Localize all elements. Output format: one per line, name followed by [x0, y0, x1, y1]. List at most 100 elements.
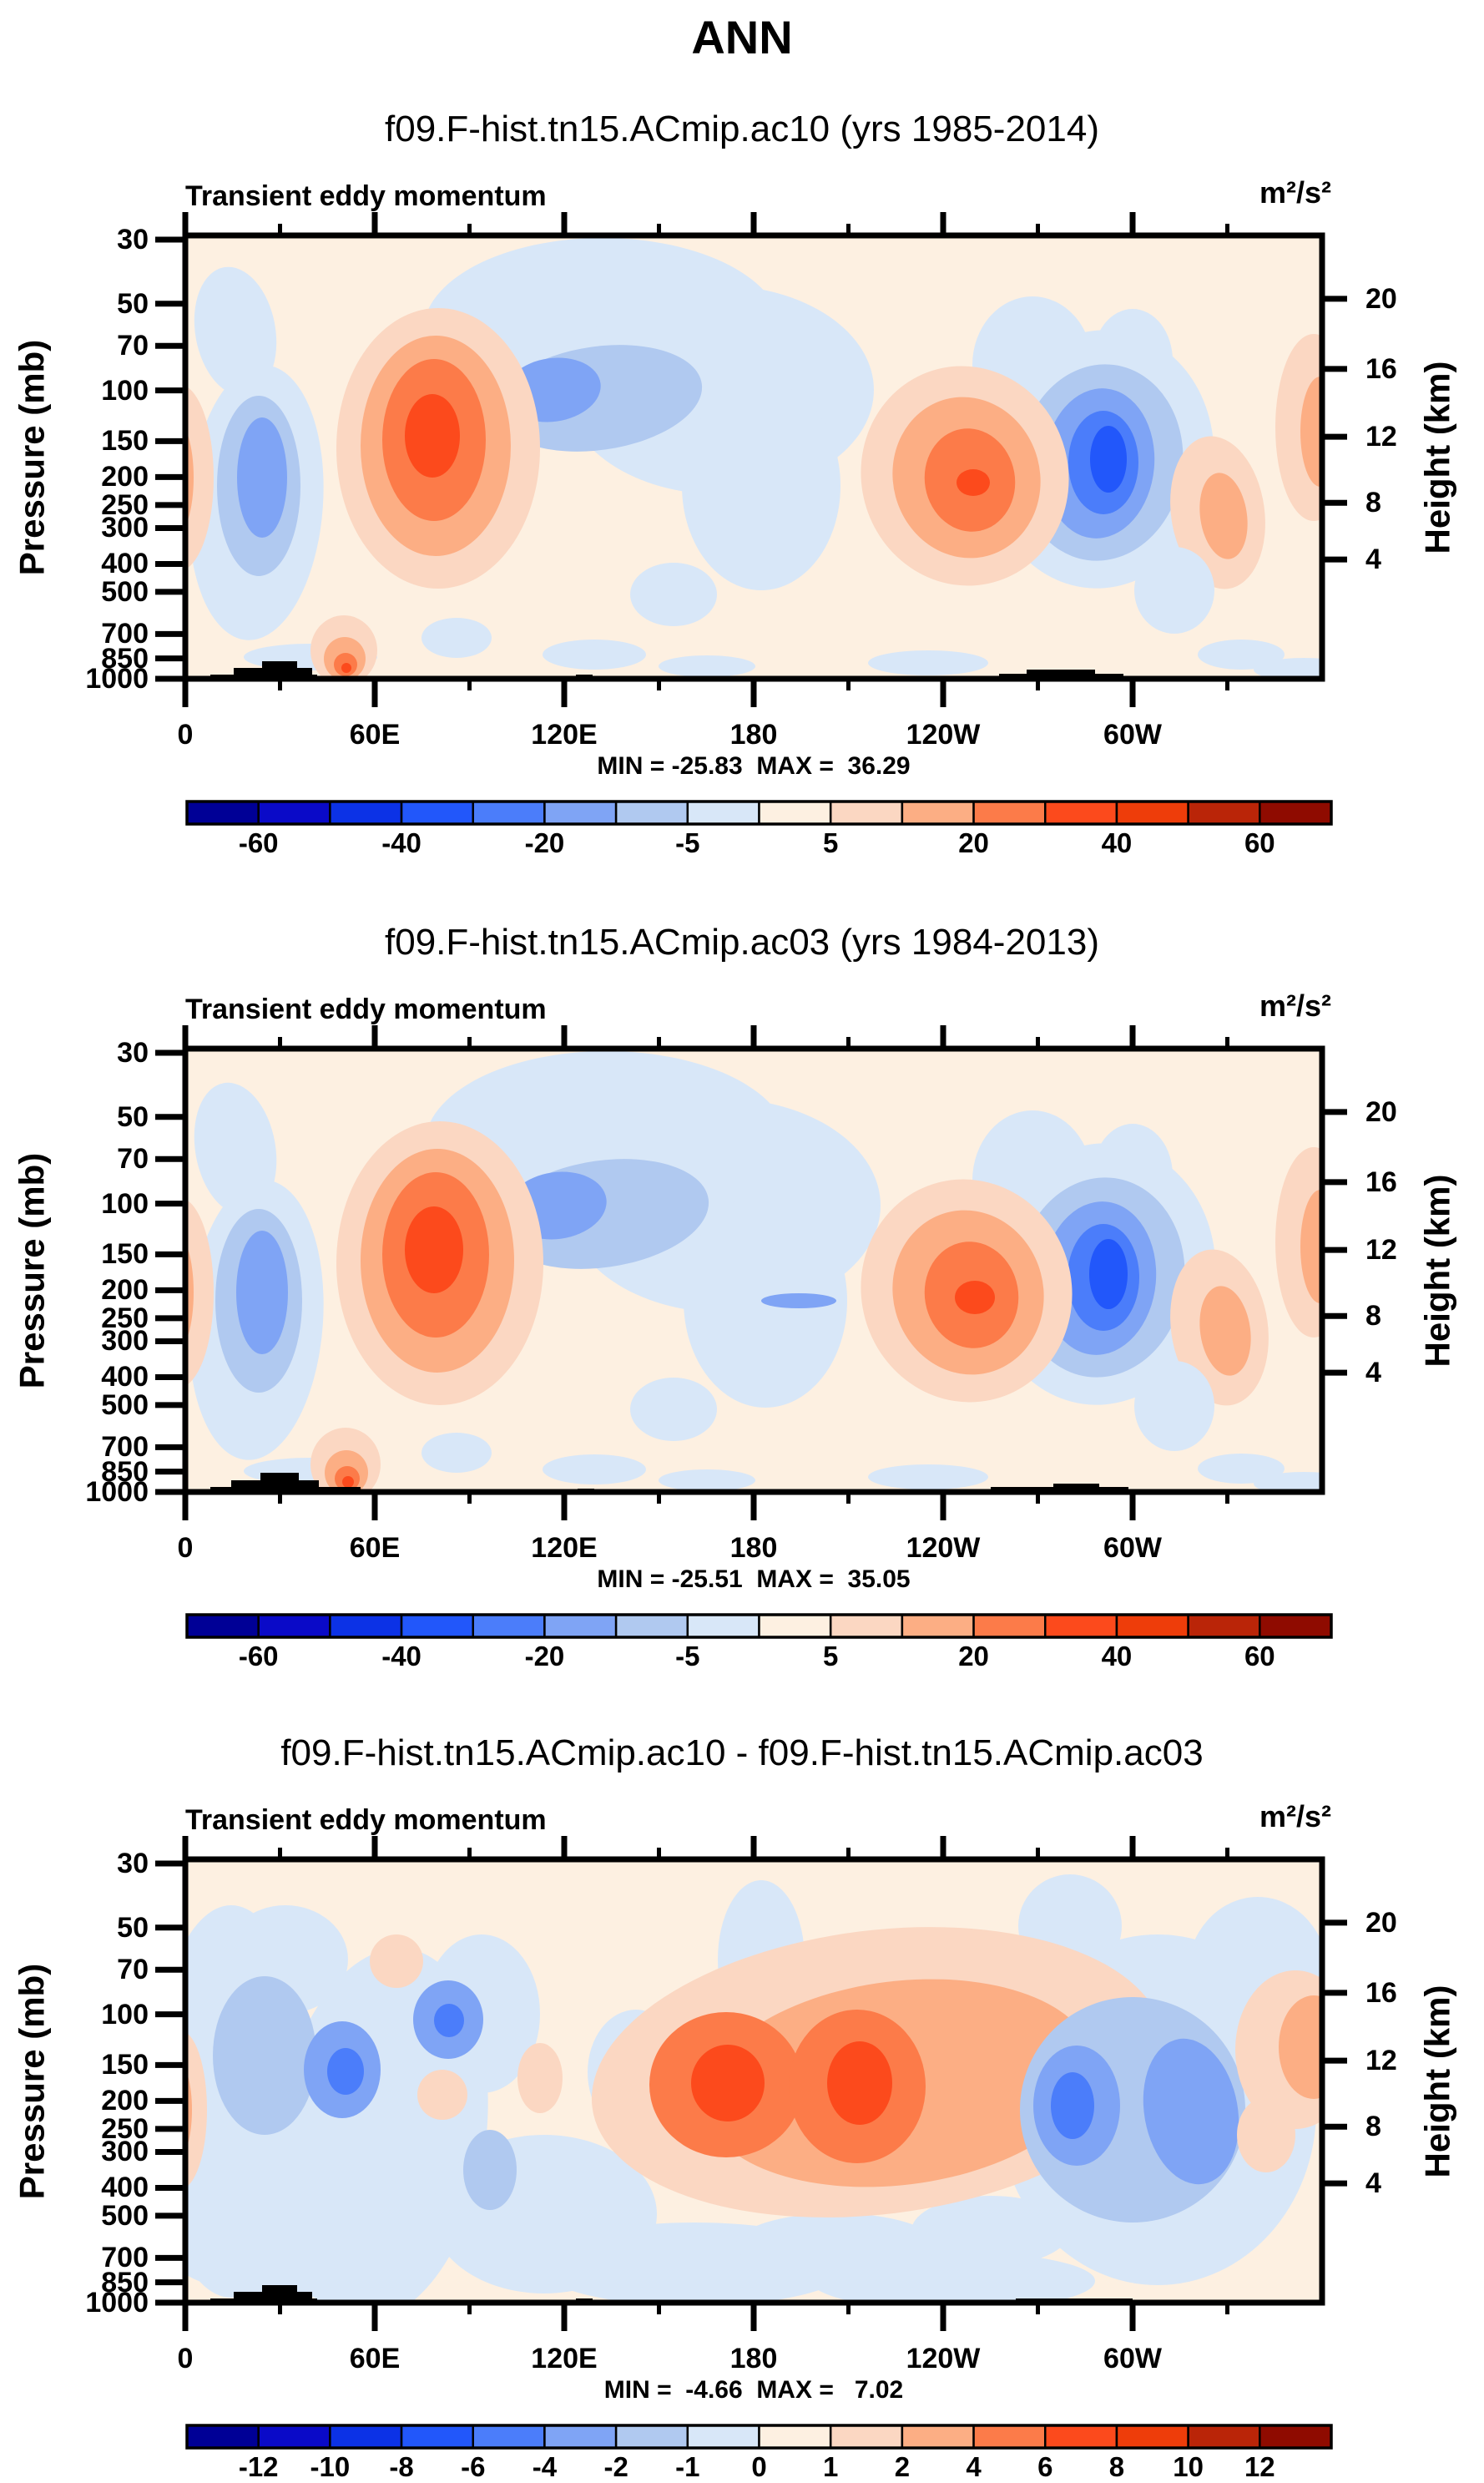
pressure-tick-label: 250	[101, 488, 149, 521]
minmax-label: MIN = -25.51 MAX = 35.05	[597, 1565, 911, 1593]
colorbar-label: 8	[1108, 2451, 1125, 2482]
pressure-tick-label: 300	[101, 512, 149, 544]
height-tick-label: 4	[1365, 2167, 1381, 2200]
height-tick-label: 8	[1365, 487, 1381, 519]
colorbar-label: -12	[238, 2451, 279, 2482]
x-tick-label: 120E	[531, 719, 598, 751]
colorbar-label: 40	[1101, 1641, 1133, 1671]
pressure-tick-label: 150	[101, 425, 149, 458]
colorbar-label: 12	[1244, 2451, 1275, 2482]
pressure-tick-label: 100	[101, 1998, 149, 2030]
panel-title: f09.F-hist.tn15.ACmip.ac10 - f09.F-hist.…	[280, 1732, 1204, 1773]
pressure-tick-label: 200	[101, 461, 149, 493]
pressure-tick-label: 30	[117, 1847, 149, 1879]
x-tick-label: 0	[177, 2343, 194, 2374]
height-axis-title: Height (km)	[1417, 1985, 1457, 2177]
pressure-axis-title: Pressure (mb)	[12, 1963, 52, 2199]
axis-ticks	[155, 1836, 1347, 2331]
colorbar-panel-3	[185, 2424, 1333, 2450]
height-tick-label: 20	[1365, 282, 1397, 315]
x-tick-label: 120E	[531, 1532, 598, 1564]
height-tick-label: 4	[1365, 1357, 1381, 1389]
unit-label: m²/s²	[1259, 1799, 1331, 1833]
colorbar-label: 60	[1244, 1641, 1275, 1671]
colorbar-label: -6	[461, 2451, 486, 2482]
plot-area-panel-2	[155, 1025, 1347, 1520]
colorbar-label: -20	[524, 1641, 565, 1671]
colorbar-label: 5	[823, 1641, 839, 1671]
colorbar-label: 60	[1244, 827, 1275, 858]
pressure-tick-label: 850	[101, 642, 149, 675]
pressure-tick-label: 500	[101, 2199, 149, 2232]
height-tick-label: 16	[1365, 1166, 1397, 1198]
pressure-tick-label: 400	[101, 2172, 149, 2204]
colorbar-label: -20	[524, 827, 565, 858]
pressure-tick-label: 100	[101, 1187, 149, 1220]
pressure-tick-label: 30	[117, 1036, 149, 1069]
pressure-tick-label: 700	[101, 1431, 149, 1464]
height-tick-label: 8	[1365, 2111, 1381, 2143]
height-tick-label: 16	[1365, 1976, 1397, 2009]
colorbar-label: -1	[675, 2451, 700, 2482]
x-tick-label: 60W	[1103, 2343, 1162, 2374]
x-tick-label: 60E	[349, 2343, 401, 2374]
height-tick-label: 8	[1365, 1300, 1381, 1333]
colorbar-label: -8	[389, 2451, 414, 2482]
unit-label: m²/s²	[1259, 989, 1331, 1023]
colorbar-label: -10	[310, 2451, 351, 2482]
colorbar-label: -40	[381, 1641, 421, 1671]
colorbar-panel-1	[185, 800, 1333, 826]
height-tick-label: 16	[1365, 352, 1397, 385]
pressure-tick-label: 250	[101, 2112, 149, 2145]
x-tick-label: 120W	[906, 1532, 981, 1564]
colorbar-label: 20	[958, 827, 989, 858]
pressure-tick-label: 500	[101, 1388, 149, 1421]
height-axis-title: Height (km)	[1417, 361, 1457, 554]
x-tick-label: 60W	[1103, 719, 1162, 751]
pressure-tick-label: 200	[101, 1274, 149, 1307]
x-tick-label: 0	[177, 719, 194, 751]
pressure-tick-label: 50	[117, 1100, 149, 1133]
terrain-silhouette	[210, 1473, 361, 1492]
pressure-tick-label: 1000	[85, 663, 149, 695]
x-tick-label: 60W	[1103, 1532, 1162, 1564]
height-tick-label: 12	[1365, 2045, 1397, 2077]
pressure-axis-title: Pressure (mb)	[12, 339, 52, 575]
pressure-tick-label: 70	[117, 330, 149, 362]
pressure-tick-label: 70	[117, 1143, 149, 1176]
pressure-tick-label: 300	[101, 2136, 149, 2168]
pressure-tick-label: 850	[101, 2266, 149, 2298]
panel-subtitle: Transient eddy momentum	[185, 994, 547, 1025]
colorbar-label: -60	[238, 1641, 279, 1671]
height-tick-label: 4	[1365, 544, 1381, 576]
x-tick-label: 60E	[349, 719, 401, 751]
colorbar-label: -5	[675, 1641, 700, 1671]
pressure-tick-label: 400	[101, 548, 149, 580]
colorbar-label: 2	[894, 2451, 911, 2482]
pressure-tick-label: 150	[101, 1238, 149, 1271]
colorbar-label: 10	[1173, 2451, 1204, 2482]
pressure-tick-label: 1000	[85, 2287, 149, 2319]
colorbar-label: -60	[238, 827, 279, 858]
panel-title: f09.F-hist.tn15.ACmip.ac03 (yrs 1984-201…	[385, 922, 1099, 963]
contour-field	[185, 1051, 1322, 1492]
minmax-label: MIN = -25.83 MAX = 36.29	[597, 752, 911, 780]
height-tick-label: 12	[1365, 1234, 1397, 1267]
minmax-label: MIN = -4.66 MAX = 7.02	[603, 2376, 904, 2404]
panel-title: f09.F-hist.tn15.ACmip.ac10 (yrs 1985-201…	[385, 109, 1099, 149]
pressure-tick-label: 50	[117, 1911, 149, 1944]
pressure-tick-label: 50	[117, 287, 149, 320]
x-tick-label: 120W	[906, 2343, 981, 2374]
colorbar-label: -40	[381, 827, 421, 858]
pressure-tick-label: 70	[117, 1954, 149, 1986]
plot-area-panel-1	[155, 212, 1347, 707]
height-axis-title: Height (km)	[1417, 1174, 1457, 1367]
contour-field	[185, 238, 1322, 679]
pressure-tick-label: 700	[101, 2242, 149, 2274]
page-title: ANN	[691, 11, 793, 63]
colorbar-label: -2	[603, 2451, 628, 2482]
pressure-tick-label: 500	[101, 575, 149, 608]
x-tick-label: 0	[177, 1532, 194, 1564]
contour-field	[185, 1874, 1322, 2303]
terrain-silhouette	[210, 2285, 317, 2303]
